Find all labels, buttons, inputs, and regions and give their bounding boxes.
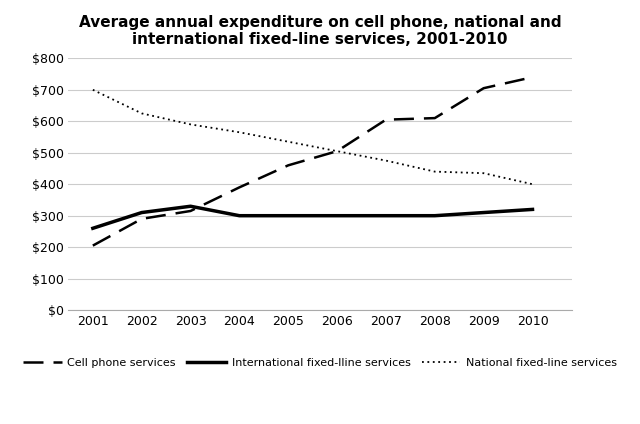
Legend: Cell phone services, International fixed-lline services, National fixed-line ser: Cell phone services, International fixed… (19, 354, 621, 372)
Title: Average annual expenditure on cell phone, national and
international fixed-line : Average annual expenditure on cell phone… (79, 15, 561, 47)
